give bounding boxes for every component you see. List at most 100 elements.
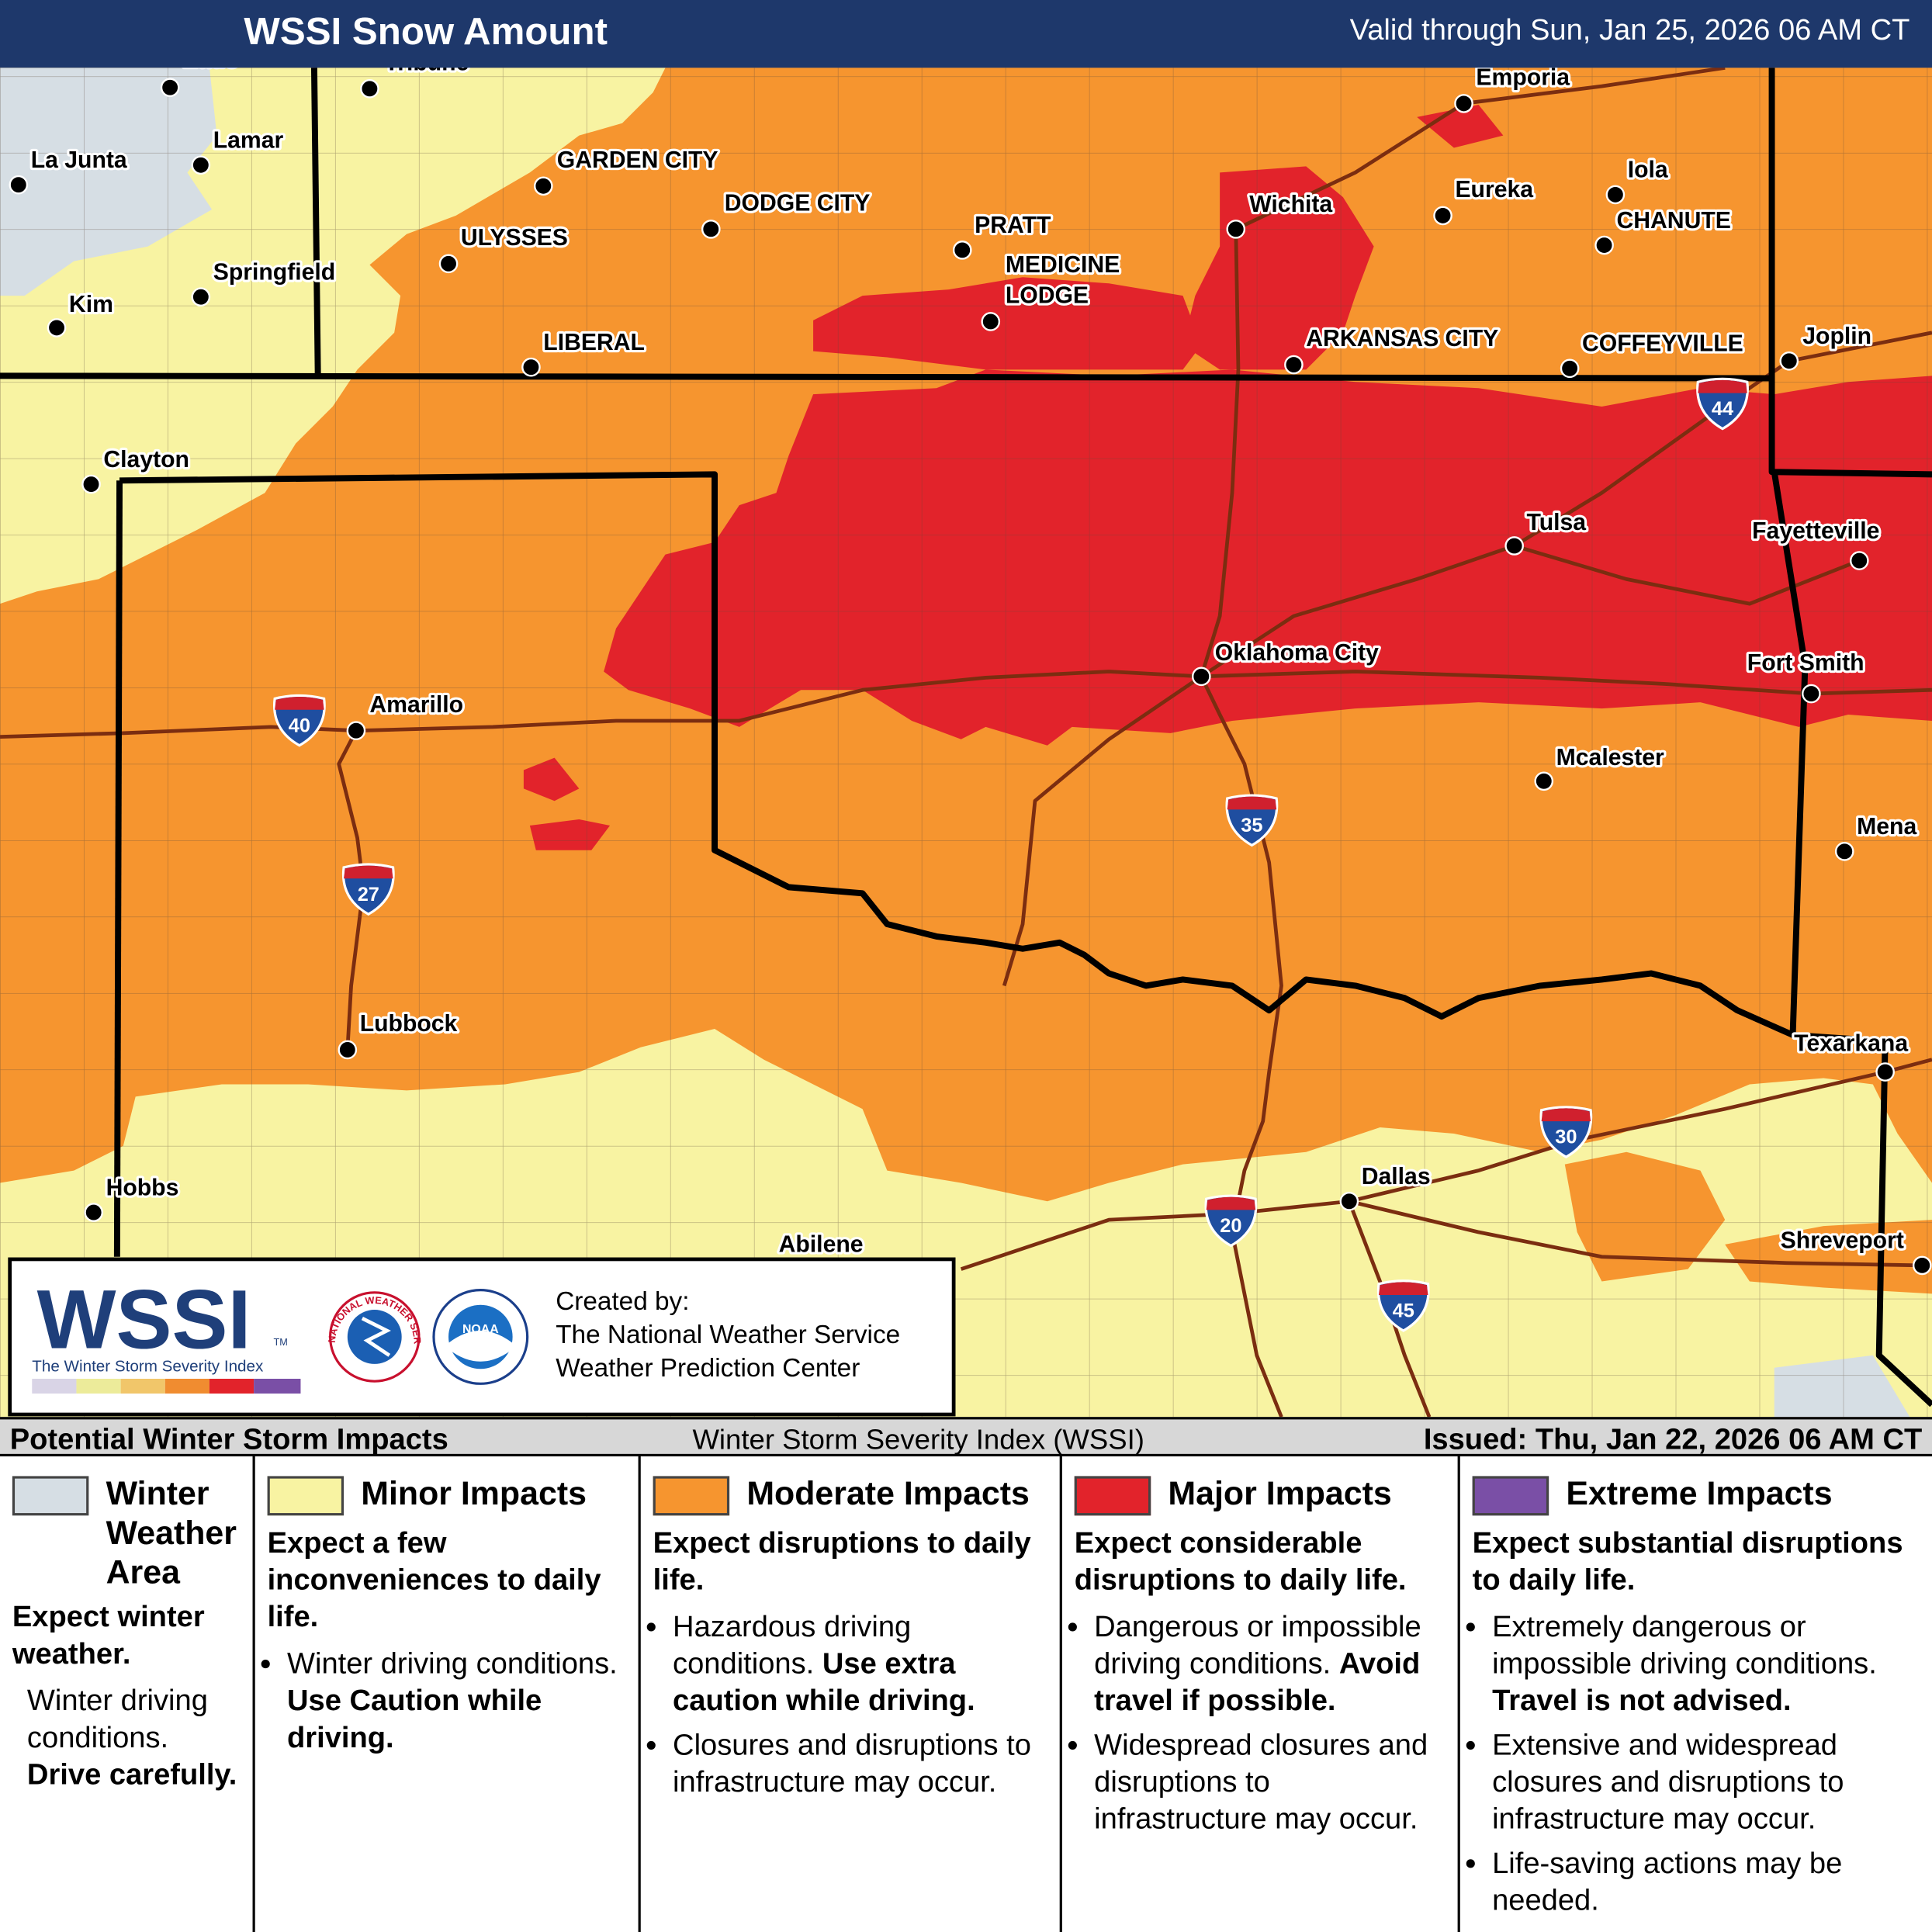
legend-bullet: Winter driving conditions. Drive careful… — [27, 1683, 243, 1794]
city-label: Clayton — [103, 447, 189, 473]
interstate-shield: 20 — [1204, 1194, 1258, 1248]
legend-summary: Expect disruptions to daily life. — [653, 1526, 1031, 1598]
city-dot — [191, 155, 211, 175]
city-label: Texarkana — [1794, 1031, 1908, 1057]
legend: Winter Weather Area Expect winter weather… — [0, 1456, 1932, 1932]
legend-swatch — [12, 1476, 89, 1516]
legend-title: Potential Winter Storm Impacts — [9, 1423, 448, 1457]
city-dot — [360, 79, 379, 99]
city-label: PRATT — [975, 213, 1051, 238]
city-label: Emporia — [1476, 65, 1570, 91]
shield-top — [1378, 1282, 1428, 1295]
interstate-shield: 27 — [341, 863, 395, 916]
city-dot — [438, 254, 459, 274]
legend-bullets: Winter driving conditions. Use Caution w… — [268, 1646, 628, 1757]
bullet-text: Extensive and widespread closures and di… — [1492, 1728, 1844, 1837]
city-dot — [9, 175, 29, 195]
bar-segment — [164, 1378, 209, 1394]
severity-bar — [32, 1378, 301, 1394]
city-label: Tulsa — [1527, 510, 1587, 535]
city-dot — [84, 1203, 103, 1222]
bullet-emphasis: Avoid travel if possible. — [1094, 1647, 1421, 1718]
city-dot — [1594, 235, 1614, 255]
city-dot — [1802, 684, 1821, 704]
city-dot — [1534, 771, 1554, 791]
wssi-wordmark: WSSI — [37, 1272, 251, 1366]
city-dot — [191, 287, 211, 307]
tagline: The Winter Storm Severity Index — [32, 1357, 264, 1375]
valid-time: Valid through Sun, Jan 25, 2026 06 AM CT — [1349, 13, 1910, 47]
city-dot — [81, 474, 101, 494]
border — [0, 372, 1772, 382]
credit-line: Created by: — [556, 1287, 689, 1316]
city-dot — [1849, 551, 1869, 570]
city-label: LIBERAL — [543, 330, 645, 355]
issued-time: Issued: Thu, Jan 22, 2026 06 AM CT — [1423, 1423, 1923, 1457]
trademark: TM — [274, 1337, 288, 1348]
legend-summary: Expect a few inconveniences to daily lif… — [267, 1526, 601, 1634]
border — [119, 471, 1795, 1038]
city-dot — [1433, 206, 1452, 226]
bar-segment — [209, 1378, 254, 1394]
city-label: Eureka — [1455, 177, 1533, 203]
legend-summary: Expect considerable disruptions to daily… — [1074, 1526, 1407, 1598]
legend-level: Minor Impacts — [361, 1474, 587, 1512]
city-dot — [701, 220, 721, 239]
city-dot — [1454, 94, 1473, 113]
legend-bullet: Life-saving actions may be needed. — [1492, 1846, 1922, 1920]
city-label: Mcalester — [1556, 745, 1664, 770]
legend-swatch — [653, 1476, 730, 1516]
bullet-emphasis: Drive carefully. — [26, 1758, 237, 1792]
legend-summary: Expect winter weather. — [12, 1600, 205, 1671]
legend-header: Potential Winter Storm Impacts Winter St… — [0, 1417, 1932, 1457]
legend-swatch — [1472, 1476, 1549, 1516]
shield-number: 40 — [289, 715, 310, 736]
city-label: Springfield — [213, 259, 335, 285]
city-label: La Junta — [31, 147, 127, 173]
shield-top — [344, 865, 393, 879]
city-dot — [47, 318, 67, 338]
city-label: Lamar — [213, 128, 284, 154]
city-label: Iola — [1628, 158, 1668, 183]
city-dot — [1779, 351, 1799, 371]
legend-bullets: Winter driving conditions. Drive careful… — [12, 1683, 243, 1794]
city-label: Abilene — [779, 1231, 864, 1257]
legend-column: Winter Weather Area Expect winter weather… — [0, 1456, 255, 1932]
city-dot — [338, 1040, 358, 1060]
legend-bullets: Dangerous or impossible driving conditio… — [1075, 1609, 1448, 1838]
interstate-shield: 44 — [1696, 377, 1749, 431]
city-label: Lubbock — [360, 1011, 458, 1037]
shield-top — [275, 697, 324, 710]
shield-number: 35 — [1241, 815, 1262, 836]
bullet-text: Winter driving conditions. — [287, 1647, 618, 1681]
noaa-seal-text: NOAA — [462, 1323, 499, 1336]
legend-bullet: Winter driving conditions. Use Caution w… — [287, 1646, 628, 1757]
city-dot — [1226, 220, 1246, 239]
city-label: Joplin — [1802, 324, 1871, 349]
shield-number: 27 — [358, 884, 379, 905]
highway — [1200, 331, 1932, 678]
shield-number: 20 — [1220, 1215, 1241, 1237]
bar-segment — [76, 1378, 121, 1394]
city-label: Mena — [1857, 814, 1916, 840]
city-dot — [346, 721, 366, 740]
noaa-gull — [448, 1331, 513, 1362]
city-label: Hobbs — [106, 1175, 179, 1200]
legend-column: Moderate Impacts Expect disruptions to da… — [641, 1456, 1062, 1932]
border — [1771, 471, 1932, 1407]
city-dot — [160, 78, 180, 98]
shield-top — [1698, 379, 1747, 393]
bullet-text: Dangerous or impossible driving conditio… — [1094, 1610, 1421, 1681]
shield-top — [1206, 1196, 1256, 1210]
city-dot — [1504, 536, 1524, 556]
bullet-emphasis: Use Caution while driving. — [287, 1684, 542, 1755]
bullet-text: Widespread closures and disruptions to i… — [1094, 1728, 1428, 1837]
bullet-text: Hazardous driving conditions. — [673, 1610, 912, 1681]
bullet-emphasis: Use extra caution while driving. — [673, 1647, 975, 1718]
legend-column: Major Impacts Expect considerable disrupt… — [1062, 1456, 1460, 1932]
border — [310, 68, 321, 376]
